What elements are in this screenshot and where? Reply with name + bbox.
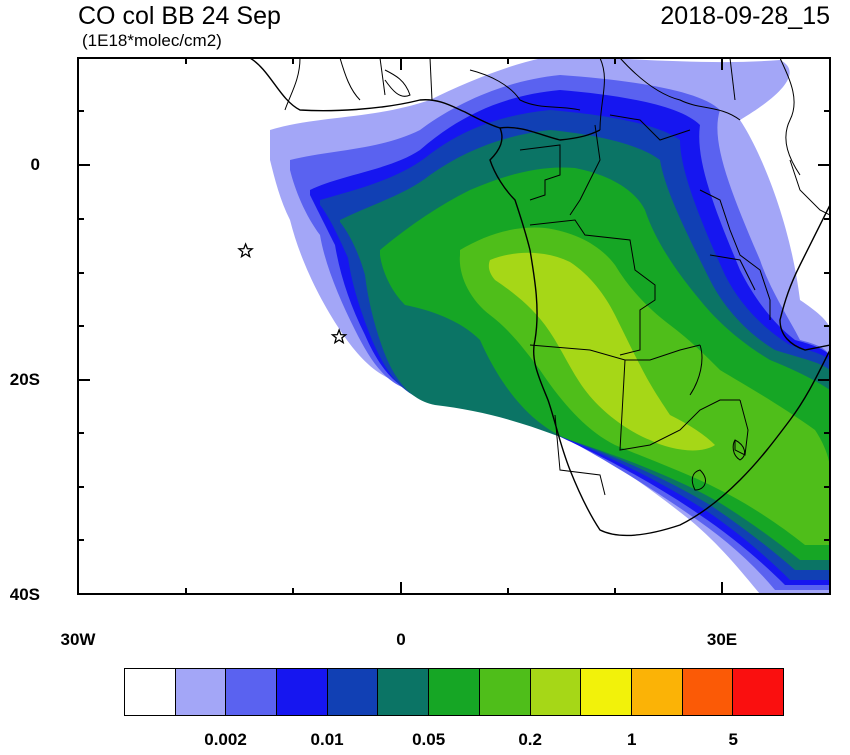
- ylabel-0: 0: [30, 155, 40, 174]
- colorbar-box-10: [631, 669, 683, 715]
- east-africa-coast: [779, 204, 830, 351]
- timestamp: 2018-09-28_15: [660, 2, 830, 30]
- colorbar-box-7: [479, 669, 531, 715]
- colorbar-box-4: [327, 669, 379, 715]
- xlabel-30w: 30W: [60, 630, 96, 649]
- units-label: (1E18*molec/cm2): [82, 31, 222, 50]
- colorbar-box-3: [277, 669, 328, 715]
- colorbar-label-3: 0.2: [518, 730, 542, 749]
- plume-level-8: [488, 252, 715, 451]
- ylabel-20s: 20S: [9, 370, 40, 389]
- ylabel-40s: 40S: [9, 585, 40, 604]
- colorbar-box-12: [733, 669, 783, 715]
- colorbar-box-6: [429, 669, 480, 715]
- colorbar: [124, 668, 784, 716]
- colorbar-box-1: [175, 669, 227, 715]
- country-borders: [284, 58, 830, 496]
- colorbar-label-2: 0.05: [412, 730, 446, 749]
- co-plume: [270, 58, 830, 594]
- axis-ticks: [78, 58, 830, 595]
- colorbar-box-9: [581, 669, 632, 715]
- colorbar-label-5: 5: [728, 730, 738, 749]
- colorbar-label-4: 1: [626, 730, 637, 749]
- star-marker-1: [330, 328, 348, 345]
- west-africa-coast: [249, 58, 601, 141]
- colorbar-box-5: [378, 669, 430, 715]
- gulf-coast: [489, 127, 830, 537]
- colorbar-box-2: [226, 669, 278, 715]
- xlabel-30e: 30E: [706, 630, 738, 649]
- star-markers: [237, 242, 348, 345]
- xlabel-0: 0: [396, 630, 406, 649]
- map-title: CO col BB 24 Sep: [78, 2, 281, 30]
- colorbar-label-0: 0.002: [204, 730, 247, 749]
- colorbar-label-1: 0.01: [310, 730, 344, 749]
- star-marker-0: [237, 242, 254, 259]
- coastlines: [249, 58, 830, 537]
- colorbar-box-11: [682, 669, 734, 715]
- colorbar-box-0: [125, 669, 176, 715]
- colorbar-box-8: [530, 669, 582, 715]
